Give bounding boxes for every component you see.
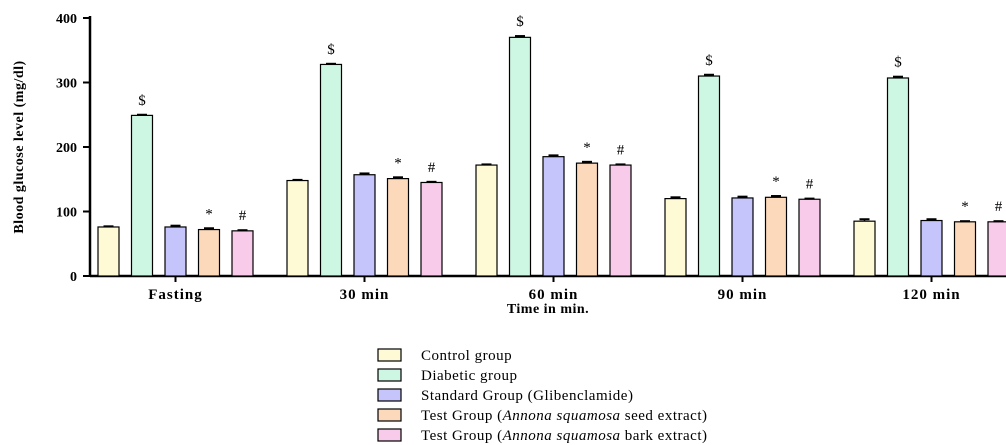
bar <box>319 63 343 277</box>
legend-swatch <box>377 428 402 442</box>
legend-label-part: bark extract) <box>621 428 708 444</box>
significance-mark: # <box>806 177 814 193</box>
bar <box>420 181 443 277</box>
significance-mark: $ <box>516 14 524 30</box>
y-tick-label: 100 <box>56 206 77 221</box>
y-tick-label: 0 <box>70 270 77 285</box>
bar <box>353 174 376 277</box>
bar <box>164 226 187 277</box>
significance-mark: * <box>205 206 213 222</box>
bar <box>97 226 120 277</box>
bar <box>886 77 910 277</box>
significance-mark: # <box>239 208 247 224</box>
significance-mark: $ <box>138 93 146 109</box>
legend-swatch <box>377 348 402 362</box>
bar <box>286 179 309 277</box>
bar <box>508 36 532 277</box>
significance-mark: # <box>617 142 625 158</box>
significance-mark: # <box>995 199 1003 215</box>
legend-label: Test Group (Annona squamosa bark extract… <box>421 428 707 444</box>
significance-mark: * <box>772 174 780 190</box>
y-tick-label: 300 <box>56 77 77 92</box>
significance-mark: * <box>394 155 402 171</box>
legend-label: Control group <box>421 348 512 364</box>
legend-label-part: Test Group ( <box>421 428 503 444</box>
legend-label: Standard Group (Glibenclamide) <box>421 388 633 404</box>
x-tick-label: Fasting <box>148 287 203 303</box>
significance-mark: $ <box>705 53 713 69</box>
legend-label: Diabetic group <box>421 368 518 384</box>
y-tick-label: 200 <box>56 141 77 156</box>
legend-label: Test Group (Annona squamosa seed extract… <box>421 408 707 424</box>
bar <box>197 228 221 277</box>
x-axis-title: Time in min. <box>507 302 589 317</box>
significance-mark: $ <box>327 42 335 58</box>
legend-label-species: Annona squamosa <box>502 408 621 424</box>
legend-label-species: Annona squamosa <box>502 428 621 444</box>
x-tick-label: 90 min <box>718 287 768 303</box>
bar <box>386 178 410 277</box>
y-axis-title: Blood glucose level (mg/dl) <box>12 60 27 233</box>
significance-mark: * <box>583 140 591 156</box>
x-tick-label: 30 min <box>340 287 390 303</box>
legend-swatch <box>377 408 402 422</box>
bar <box>953 221 977 277</box>
bar <box>853 220 876 277</box>
x-tick-label: 60 min <box>529 287 579 303</box>
significance-mark: * <box>961 199 969 215</box>
bar <box>731 197 754 277</box>
x-tick-label: 120 min <box>902 287 960 303</box>
legend-swatch <box>377 388 402 402</box>
significance-mark: # <box>428 160 436 176</box>
bar <box>697 75 721 277</box>
legend-label-part: Test Group ( <box>421 408 503 424</box>
y-tick-label: 400 <box>56 12 77 27</box>
legend-label-part: seed extract) <box>621 408 708 424</box>
bar <box>475 164 498 277</box>
bar <box>542 156 565 277</box>
bar <box>231 230 254 277</box>
significance-mark: $ <box>894 55 902 71</box>
bar <box>987 221 1006 277</box>
bar <box>664 198 687 277</box>
bar <box>764 196 788 277</box>
bar <box>920 219 943 277</box>
bar <box>130 114 154 277</box>
bar <box>798 198 821 277</box>
bar <box>609 164 632 277</box>
bar <box>575 162 599 277</box>
legend-swatch <box>377 368 402 382</box>
